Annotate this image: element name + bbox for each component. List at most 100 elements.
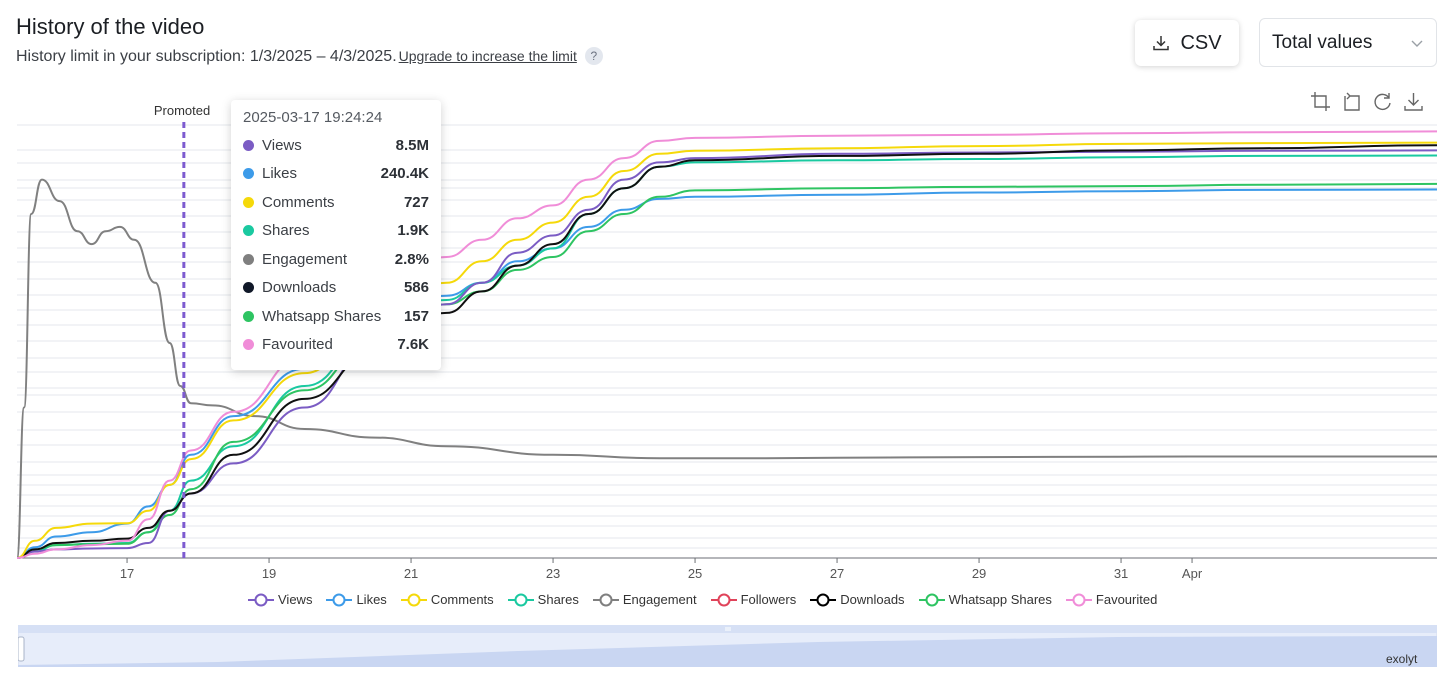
legend-symbol-icon: [592, 593, 619, 606]
series-line-downloads: [16, 144, 1438, 559]
series-group: [16, 130, 1438, 559]
legend-symbol-icon: [248, 593, 274, 606]
tooltip-color-dot: [243, 139, 254, 151]
legend-item-comments[interactable]: Comments: [400, 592, 494, 607]
legend-item-favourited[interactable]: Favourited: [1065, 592, 1157, 607]
tooltip-color-dot: [243, 339, 254, 351]
download-icon: [1153, 36, 1170, 51]
legend-item-shares[interactable]: Shares: [507, 592, 579, 607]
chart-tooltip: 2025-03-17 19:24:24 Views 8.5M Likes 240.4K…: [231, 100, 441, 370]
x-tick-label: 21: [404, 566, 418, 581]
tooltip-color-dot: [243, 196, 254, 208]
tooltip-row: Favourited 7.6K: [243, 331, 429, 360]
promoted-label: Promoted: [154, 103, 210, 118]
slider-left-handle[interactable]: [18, 636, 25, 662]
grid-lines: [17, 124, 1437, 549]
tooltip-series-name: Likes: [262, 165, 298, 183]
x-axis-ticks: 17 19 21 23 25 27 29 31 Apr: [120, 558, 1203, 581]
legend-label: Likes: [356, 592, 387, 607]
tooltip-row: Comments 727: [243, 188, 429, 217]
x-tick-label: 19: [262, 566, 276, 581]
tooltip-series-name: Downloads: [262, 279, 337, 297]
tooltip-series-value: 8.5M: [395, 136, 429, 154]
tooltip-series-value: 586: [403, 279, 429, 297]
tooltip-series-value: 240.4K: [380, 165, 429, 183]
tooltip-series-name: Engagement: [262, 250, 348, 268]
slider-preview-area: [18, 636, 1437, 667]
tooltip-color-dot: [243, 168, 254, 180]
legend-label: Engagement: [622, 592, 697, 607]
tooltip-series-value: 2.8%: [394, 250, 429, 268]
legend-item-views[interactable]: Views: [248, 592, 312, 607]
legend-symbol-icon: [810, 593, 837, 606]
legend-symbol-icon: [400, 593, 427, 606]
legend-symbol-icon: [326, 593, 353, 606]
legend-label: Whatsapp Shares: [948, 592, 1052, 607]
legend-symbol-icon: [507, 593, 534, 606]
legend-label: Views: [278, 592, 313, 607]
tooltip-row: Downloads 586: [243, 274, 429, 303]
chevron-down-icon: [1411, 40, 1423, 47]
tooltip-rows: Views 8.5M Likes 240.4K Comments 727 Shares 1.9…: [243, 131, 429, 359]
page-title: History of the video: [16, 14, 205, 39]
x-tick-label: Apr: [1182, 566, 1203, 581]
exolyt-watermark: exolyt: [1386, 652, 1418, 666]
series-line-whatsapp-shares: [16, 182, 1438, 559]
tooltip-row: Likes 240.4K: [243, 160, 429, 189]
save-image-icon[interactable]: [1403, 91, 1424, 112]
series-line-views: [16, 149, 1438, 559]
tooltip-row: Engagement 2.8%: [243, 245, 429, 274]
select-value: Total values: [1272, 31, 1373, 53]
series-line-favourited: [16, 130, 1438, 559]
tooltip-series-value: 1.9K: [397, 222, 429, 240]
history-limit-label: History limit in your subscription: 1/3/…: [16, 48, 397, 65]
tooltip-series-value: 727: [403, 193, 429, 211]
legend-label: Followers: [740, 592, 797, 607]
legend-label: Downloads: [840, 592, 905, 607]
zoom-icon[interactable]: [1310, 91, 1331, 112]
legend-item-likes[interactable]: Likes: [326, 592, 387, 607]
x-tick-label: 25: [688, 566, 702, 581]
x-tick-label: 29: [972, 566, 986, 581]
tooltip-row: Whatsapp Shares 157: [243, 302, 429, 331]
tooltip-color-dot: [243, 225, 254, 237]
zoom-reset-icon[interactable]: [1341, 91, 1362, 112]
promoted-annotation: Promoted: [154, 103, 210, 558]
upgrade-link[interactable]: Upgrade to increase the limit: [398, 48, 577, 64]
tooltip-color-dot: [243, 282, 254, 294]
x-tick-label: 23: [546, 566, 560, 581]
tooltip-row: Shares 1.9K: [243, 217, 429, 246]
legend-item-downloads[interactable]: Downloads: [810, 592, 905, 607]
restore-icon[interactable]: [1372, 91, 1393, 112]
x-tick-label: 27: [830, 566, 844, 581]
tooltip-color-dot: [243, 310, 254, 322]
tooltip-color-dot: [243, 253, 254, 265]
data-zoom-slider[interactable]: [18, 625, 1437, 667]
legend-item-followers[interactable]: Followers: [710, 592, 797, 607]
legend-symbol-icon: [1065, 593, 1092, 606]
tooltip-row: Views 8.5M: [243, 131, 429, 160]
csv-label: CSV: [1180, 31, 1222, 54]
tooltip-series-name: Favourited: [262, 336, 333, 354]
tooltip-timestamp: 2025-03-17 19:24:24: [243, 109, 383, 126]
legend-symbol-icon: [710, 593, 737, 606]
series-line-comments: [16, 141, 1438, 559]
help-icon[interactable]: ?: [584, 47, 603, 65]
slider-grip[interactable]: [725, 627, 731, 631]
tooltip-series-name: Whatsapp Shares: [262, 307, 382, 325]
csv-download-button[interactable]: CSV: [1135, 20, 1239, 66]
legend-item-whatsapp-shares[interactable]: Whatsapp Shares: [918, 592, 1052, 607]
tooltip-series-name: Comments: [262, 193, 335, 211]
tooltip-series-name: Shares: [262, 222, 310, 240]
tooltip-series-name: Views: [262, 136, 302, 154]
value-type-select[interactable]: Total values: [1259, 18, 1437, 67]
legend-item-engagement[interactable]: Engagement: [592, 592, 697, 607]
series-line-engagement: [16, 178, 1437, 559]
history-limit-text: History limit in your subscription: 1/3/…: [16, 47, 603, 66]
legend-label: Shares: [537, 592, 579, 607]
chart-toolbox: [1310, 91, 1424, 112]
x-tick-label: 31: [1114, 566, 1128, 581]
x-tick-label: 17: [120, 566, 134, 581]
tooltip-series-value: 157: [403, 307, 429, 325]
